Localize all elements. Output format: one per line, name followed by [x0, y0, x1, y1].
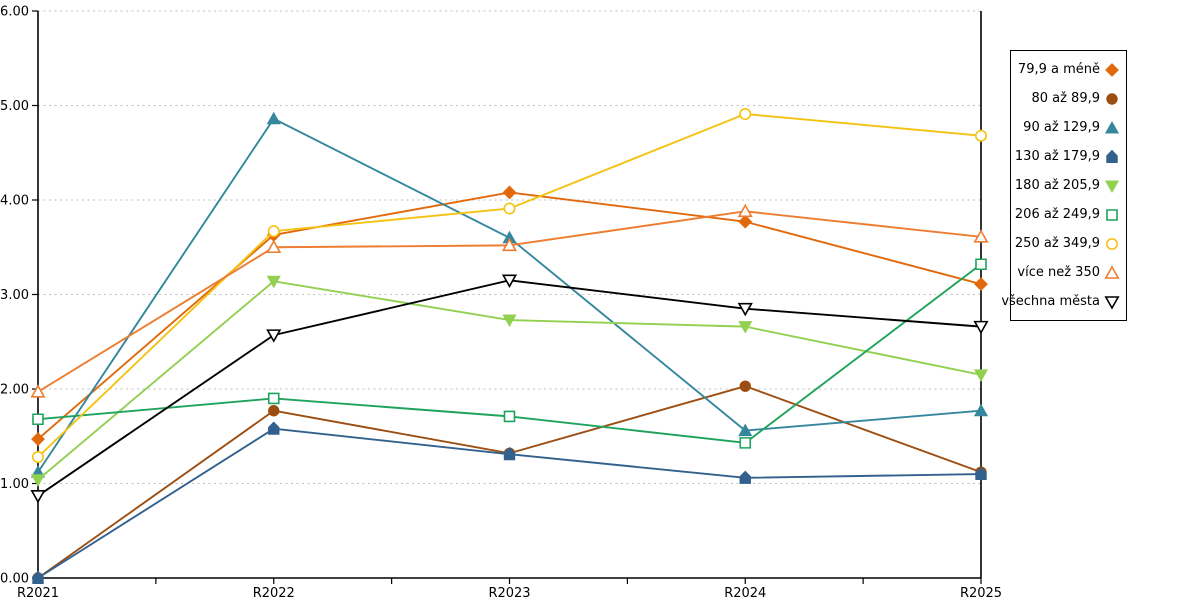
- data-point-marker: [267, 392, 280, 405]
- data-point-marker: [30, 489, 46, 504]
- x-tick-label: R2021: [17, 586, 59, 600]
- data-point-marker: [30, 384, 46, 398]
- data-point-marker: [738, 321, 753, 334]
- x-tick-label: R2023: [488, 586, 530, 600]
- legend-label: 180 až 205,9: [1014, 178, 1100, 193]
- y-tick-label: 6.00: [0, 5, 29, 20]
- y-tick-label: 2.00: [0, 383, 29, 398]
- data-point-marker: [739, 437, 752, 449]
- legend-marker-icon: [1104, 264, 1120, 279]
- y-tick-label: 0.00: [0, 572, 29, 587]
- legend-item: 130 až 179,9: [1015, 149, 1120, 165]
- legend-marker-icon: [1104, 180, 1120, 193]
- legend-item: 80 až 89,9: [1015, 91, 1120, 107]
- data-point-marker: [974, 277, 988, 292]
- legend-item: více než 350: [1015, 264, 1120, 281]
- data-point-marker: [267, 225, 280, 238]
- data-point-marker: [739, 108, 752, 121]
- data-point-marker: [503, 446, 516, 461]
- y-tick-label: 4.00: [0, 194, 29, 209]
- data-point-marker: [501, 274, 518, 288]
- legend-marker-icon: [1104, 120, 1120, 133]
- y-tick-label: 3.00: [0, 288, 29, 303]
- data-point-marker: [266, 111, 281, 125]
- data-point-marker: [973, 369, 989, 382]
- data-point-marker: [739, 470, 751, 484]
- data-point-marker: [266, 239, 282, 254]
- legend-item: 206 až 249,9: [1015, 207, 1120, 223]
- legend-marker-icon: [1106, 149, 1118, 163]
- legend-marker-icon: [1106, 92, 1118, 105]
- data-point-marker: [737, 302, 753, 317]
- data-point-marker: [503, 410, 516, 423]
- data-point-marker: [30, 474, 46, 487]
- legend-marker-icon: [1105, 62, 1119, 77]
- legend-item: 79,9 a méně: [1015, 62, 1120, 78]
- legend-marker-icon: [1106, 92, 1118, 105]
- data-point-marker: [32, 570, 44, 584]
- data-point-marker: [973, 320, 989, 335]
- data-point-marker: [266, 329, 282, 343]
- legend-item: 180 až 205,9: [1015, 178, 1120, 194]
- legend-marker-icon: [1106, 237, 1118, 250]
- legend-label: 79,9 a méně: [1017, 62, 1100, 77]
- data-point-marker: [503, 202, 516, 215]
- data-point-marker: [501, 237, 518, 252]
- data-point-marker: [739, 380, 751, 392]
- legend-label: více než 350: [1017, 265, 1100, 280]
- y-tick-label: 1.00: [0, 477, 29, 492]
- legend-marker-icon: [1104, 264, 1120, 279]
- data-point-marker: [975, 258, 987, 271]
- legend-item: všechna města: [1001, 294, 1120, 310]
- legend-label: všechna města: [1001, 294, 1100, 309]
- legend-marker-icon: [1106, 237, 1118, 250]
- y-tick-label: 5.00: [0, 99, 29, 114]
- data-point-marker: [502, 185, 517, 200]
- data-point-marker: [973, 229, 989, 243]
- legend-label: 90 až 129,9: [1023, 120, 1100, 135]
- legend-label: 206 až 249,9: [1014, 207, 1100, 222]
- data-point-marker: [975, 466, 987, 481]
- data-point-marker: [502, 314, 517, 328]
- legend-marker-icon: [1106, 208, 1118, 221]
- series-line: [37, 279, 982, 497]
- legend-marker-icon: [1105, 62, 1119, 77]
- data-point-marker: [266, 275, 281, 289]
- data-point-marker: [738, 423, 753, 437]
- x-tick-label: R2024: [724, 586, 766, 600]
- data-point-marker: [31, 451, 44, 464]
- legend-marker-icon: [1106, 149, 1118, 163]
- data-point-marker: [268, 405, 280, 417]
- data-point-marker: [974, 129, 987, 142]
- chart-legend: 79,9 a méně 80 až 89,9 90 až 129,9 130 až 1…: [1001, 50, 1127, 321]
- data-point-marker: [268, 421, 280, 435]
- data-point-marker: [738, 214, 753, 229]
- legend-label: 130 až 179,9: [1014, 149, 1100, 164]
- legend-marker-icon: [1106, 208, 1118, 221]
- data-point-marker: [973, 403, 989, 417]
- data-point-marker: [32, 413, 44, 426]
- legend-marker-icon: [1104, 295, 1120, 310]
- legend-item: 90 až 129,9: [1015, 120, 1120, 136]
- legend-label: 80 až 89,9: [1031, 91, 1100, 106]
- data-point-marker: [737, 203, 753, 218]
- legend-label: 250 až 349,9: [1014, 236, 1100, 251]
- x-tick-label: R2022: [253, 586, 295, 600]
- legend-item: 250 až 349,9: [1015, 236, 1120, 252]
- legend-marker-icon: [1104, 180, 1120, 193]
- legend-marker-icon: [1104, 295, 1120, 310]
- x-tick-label: R2025: [960, 586, 1002, 600]
- data-point-marker: [31, 432, 45, 446]
- legend-marker-icon: [1104, 120, 1120, 133]
